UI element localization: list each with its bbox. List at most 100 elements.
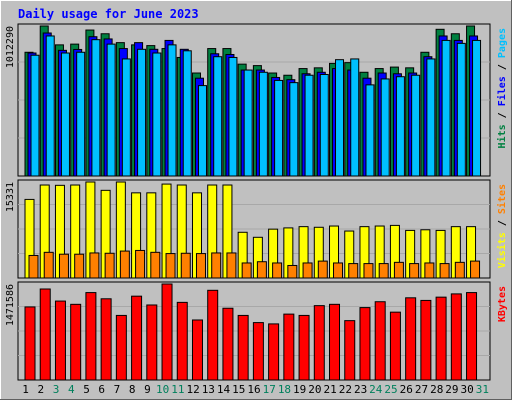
bar-pages-day-14 (228, 56, 238, 177)
bar-sites-day-24 (378, 263, 389, 279)
chart-title: Daily usage for June 2023 (18, 7, 199, 21)
x-tick-label: 19 (293, 383, 306, 396)
bar-pages-day-16 (258, 71, 268, 177)
x-tick-label: 21 (324, 383, 337, 396)
bar-sites-day-12 (195, 253, 206, 279)
bar-kbytes-day-16 (252, 322, 264, 381)
bar-sites-day-16 (256, 261, 267, 279)
x-tick-label: 13 (202, 383, 215, 396)
bar-pages-day-8 (137, 48, 147, 177)
bar-kbytes-day-19 (298, 314, 310, 381)
x-tick-label: 6 (98, 383, 105, 396)
bar-kbytes-day-29 (450, 293, 462, 381)
bar-pages-day-2 (45, 35, 55, 177)
bar-kbytes-day-20 (313, 305, 325, 381)
x-tick-label: 31 (476, 383, 489, 396)
x-tick-label: 28 (430, 383, 443, 396)
bar-kbytes-day-18 (283, 313, 295, 381)
bar-sites-day-22 (348, 263, 359, 279)
bar-pages-day-10 (167, 44, 177, 177)
x-tick-label: 14 (217, 383, 231, 396)
bar-sites-day-14 (226, 252, 237, 279)
bar-pages-day-28 (441, 39, 451, 177)
bar-kbytes-day-10 (161, 283, 173, 381)
bar-pages-day-11 (182, 50, 192, 177)
bar-pages-day-3 (60, 52, 70, 177)
bar-sites-day-17 (272, 262, 283, 279)
x-tick-label: 1 (22, 383, 29, 396)
bar-sites-day-3 (58, 253, 69, 279)
panel-top: 1012290 Hits / Files / Pages (5, 23, 508, 177)
legend-entry: Hits (496, 124, 508, 148)
bar-pages-day-9 (152, 52, 162, 177)
legend-entry: Files (496, 76, 508, 106)
x-tick-label: 4 (68, 383, 75, 396)
legend-entry: Sites (496, 184, 508, 214)
bar-sites-day-18 (287, 264, 298, 279)
x-tick-label: 3 (53, 383, 60, 396)
bar-pages-day-25 (395, 76, 405, 177)
bar-sites-day-11 (180, 252, 191, 279)
legend-entry: / (497, 58, 508, 76)
x-tick-label: 27 (415, 383, 428, 396)
x-tick-label: 11 (171, 383, 184, 396)
bar-pages-day-13 (213, 56, 223, 177)
bar-kbytes-day-6 (100, 298, 112, 381)
bar-kbytes-day-4 (70, 303, 82, 381)
bar-sites-day-1 (28, 254, 39, 279)
bar-sites-day-9 (150, 251, 161, 279)
bar-pages-day-4 (76, 51, 86, 177)
bar-sites-day-10 (165, 253, 176, 279)
bar-sites-day-6 (104, 252, 115, 279)
x-tick-label: 30 (461, 383, 474, 396)
bar-pages-day-30 (472, 39, 482, 177)
x-tick-label: 16 (247, 383, 260, 396)
bar-pages-day-12 (197, 85, 207, 177)
x-tick-label: 24 (369, 383, 383, 396)
bar-sites-day-25 (393, 261, 404, 279)
scale-label: 1012290 (5, 26, 16, 68)
bar-sites-day-7 (119, 250, 130, 279)
bar-sites-day-13 (211, 252, 222, 279)
bar-kbytes-day-11 (176, 301, 188, 381)
x-tick-label: 18 (278, 383, 291, 396)
x-tick-label: 5 (83, 383, 90, 396)
panel-middle: 15331 Visits / Sites (5, 179, 508, 279)
legend-entry: / (497, 106, 508, 124)
legend-entry: Pages (497, 28, 508, 58)
bar-kbytes-day-21 (329, 303, 341, 381)
bar-pages-day-7 (121, 58, 131, 177)
bar-kbytes-day-3 (54, 300, 66, 381)
bar-pages-day-29 (456, 42, 466, 177)
bar-sites-day-27 (424, 262, 435, 279)
bar-pages-day-15 (243, 69, 253, 177)
panel-legend: KBytes (497, 286, 508, 322)
bar-sites-day-4 (74, 253, 85, 279)
bar-pages-day-21 (335, 59, 345, 177)
bar-sites-day-28 (439, 263, 450, 279)
x-tick-label: 22 (339, 383, 352, 396)
panel-legend: Hits / Files / Pages (496, 28, 508, 148)
bar-sites-day-21 (333, 262, 344, 279)
bar-kbytes-day-5 (85, 292, 97, 381)
bar-kbytes-day-8 (131, 295, 143, 381)
bar-pages-day-23 (365, 84, 375, 177)
panel-bottom: 1471586 KBytes (5, 281, 508, 381)
x-tick-label: 10 (156, 383, 169, 396)
bar-sites-day-8 (135, 249, 146, 279)
bar-pages-day-19 (304, 74, 314, 177)
bar-kbytes-day-28 (435, 296, 447, 381)
x-tick-label: 15 (232, 383, 245, 396)
scale-label: 1471586 (5, 284, 16, 326)
x-tick-label: 29 (445, 383, 458, 396)
bar-kbytes-day-26 (405, 297, 417, 381)
bar-pages-day-6 (106, 43, 116, 177)
x-tick-label: 17 (263, 383, 276, 396)
bar-kbytes-day-15 (237, 314, 249, 381)
bar-sites-day-26 (409, 263, 420, 279)
bar-kbytes-day-12 (191, 319, 203, 381)
x-tick-label: 25 (384, 383, 397, 396)
bar-pages-day-27 (426, 58, 436, 177)
